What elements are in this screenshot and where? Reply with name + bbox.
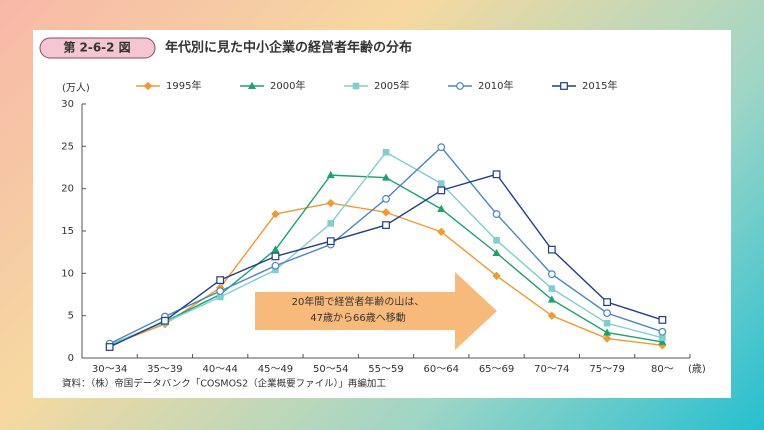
legend-label: 1995年 [166,79,201,92]
marker [326,237,335,246]
x-tick-label: 50～54 [313,364,348,375]
marker [493,237,500,244]
marker [352,82,360,90]
annotation: 47歳から66歳へ移動 [310,311,405,324]
marker [216,293,224,301]
x-tick-label: 60～64 [424,364,459,375]
x-tick-label: 75～79 [589,364,624,375]
marker [456,82,464,90]
marker [143,81,153,91]
marker [492,248,501,257]
y-tick-label: 25 [61,141,74,152]
marker [547,311,557,320]
marker [492,271,501,281]
marker [271,252,280,261]
marker [547,270,556,279]
marker [658,327,667,336]
y-axis-label: (万人) [62,82,90,94]
marker [272,266,279,274]
annotation-arrow [255,272,497,350]
marker [492,170,501,179]
source: 資料：（株）帝国データバンク「COSMOS2（企業概要ファイル）」再編加工 [62,378,386,390]
x-tick-label: 65～69 [479,364,514,375]
x-tick-label: 80～ [651,364,674,375]
x-tick-label: 45～49 [258,364,293,375]
marker [271,245,280,253]
y-tick-label: 5 [68,311,74,322]
marker [602,334,612,343]
marker [271,209,280,219]
y-tick-label: 30 [61,99,74,110]
marker [659,334,666,341]
x-tick-label: 55～59 [368,364,403,375]
marker [658,337,667,345]
marker [326,198,335,208]
marker [437,204,446,212]
marker [216,276,225,285]
x-tick-label: 30～34 [92,364,127,375]
marker [547,295,556,303]
marker [560,82,568,90]
x-tick-label: 40～44 [202,364,237,375]
marker [382,194,390,203]
figure-badge [39,37,156,59]
y-tick-label: 20 [61,184,74,195]
marker [271,261,280,270]
annotation: 20年間で経営者年齢の山は、 [292,295,425,308]
marker [603,298,611,307]
marker [248,81,256,89]
marker [437,227,446,237]
marker [603,328,612,336]
marker [437,143,446,152]
legend-label: 2015年 [582,79,617,92]
marker [547,245,556,254]
marker [327,220,335,227]
legend-label: 2005年 [374,79,409,92]
chart-title: 年代別に見た中小企業の経営者年齢の分布 [165,40,412,56]
marker [437,180,445,187]
marker [492,210,501,218]
y-tick-label: 10 [61,268,74,279]
marker [382,173,390,181]
y-tick-label: 15 [61,226,74,237]
marker [161,316,169,325]
marker [548,285,556,292]
card [33,30,731,398]
legend-label: 2000年 [270,79,305,92]
x-tick-label: 35～39 [147,364,182,375]
legend-label: 2010年 [478,79,513,92]
marker [326,170,335,179]
marker [437,186,446,195]
figure-label: 第 2-6-2 図 [63,40,130,55]
marker [603,309,611,318]
x-tick-label: 70～74 [534,364,569,375]
y-tick-label: 0 [68,353,74,364]
marker [658,316,667,324]
marker [216,287,225,296]
x-axis-label: (歳) [688,363,706,375]
marker [382,221,390,229]
marker [382,148,390,156]
marker [603,319,611,327]
marker [105,343,114,351]
marker [381,208,391,217]
